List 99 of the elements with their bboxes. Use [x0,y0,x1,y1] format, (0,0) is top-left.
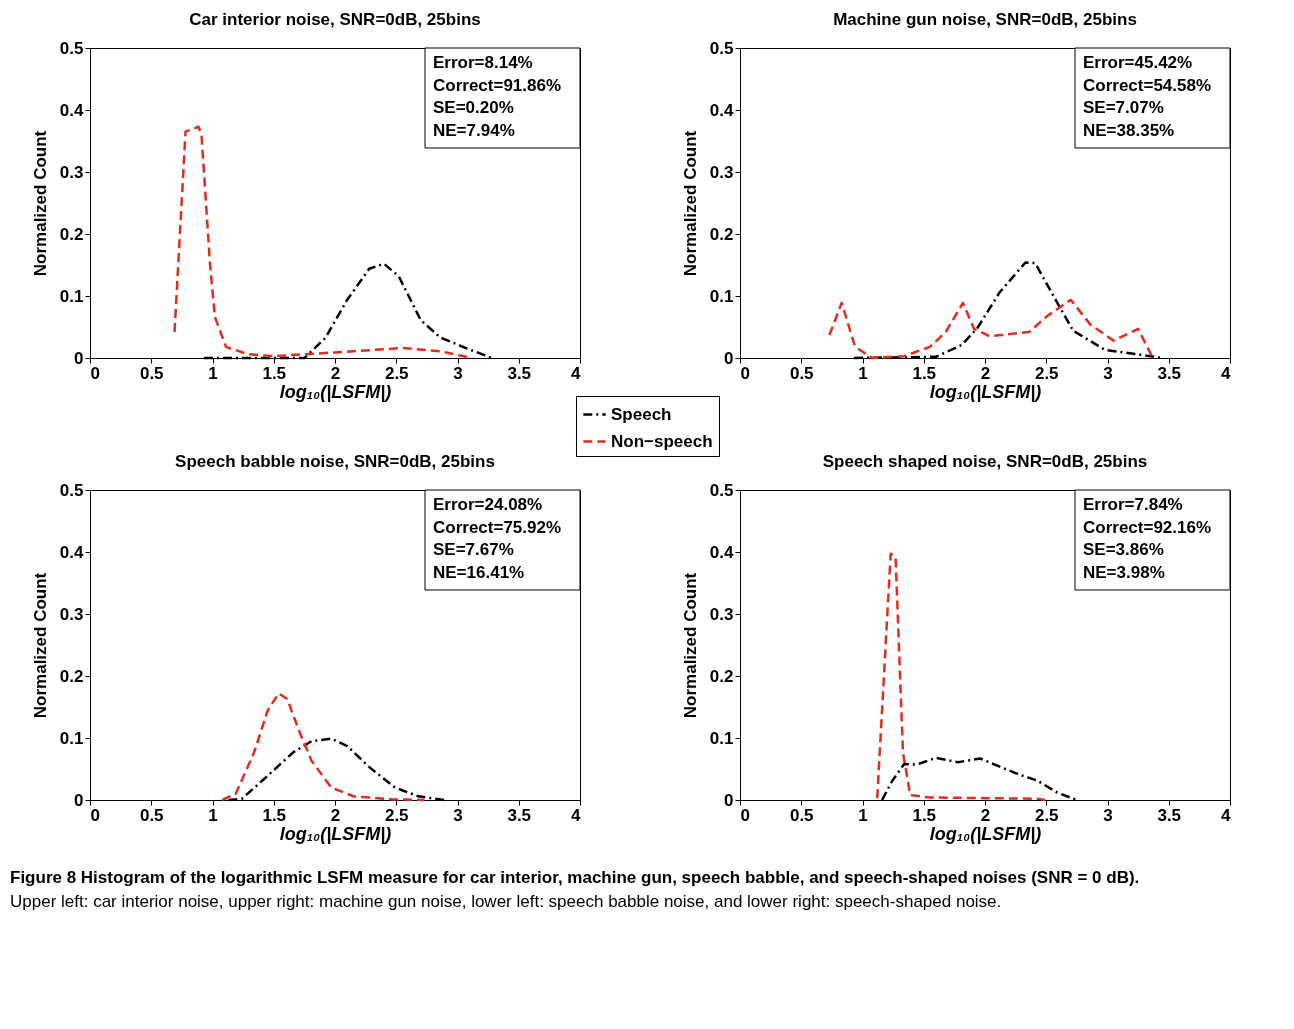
x-tick-label: 1 [208,363,218,383]
y-tick-label: 0.2 [59,224,84,244]
annotation: Correct=54.58% [1083,75,1212,95]
x-tick-label: 3.5 [1157,805,1182,825]
x-tick-label: 3 [1103,363,1113,383]
x-tick-label: 0 [740,363,750,383]
annotation: SE=3.86% [1083,540,1164,559]
x-tick-label: 3.5 [507,363,532,383]
annotation: Correct=91.86% [433,75,562,95]
annotation: Correct=75.92% [433,517,562,537]
chart-title: Machine gun noise, SNR=0dB, 25bins [833,10,1137,29]
y-tick-label: 0.5 [709,38,734,58]
x-tick-label: 1 [858,805,868,825]
chart-title: Speech babble noise, SNR=0dB, 25bins [175,452,495,471]
y-tick-label: 0.2 [59,666,84,686]
y-tick-label: 0 [724,348,734,368]
annotation: SE=7.67% [433,540,514,559]
annotation: Error=24.08% [433,495,543,514]
y-tick-label: 0.1 [59,728,84,748]
x-tick-label: 3.5 [507,805,532,825]
line-series [875,552,1047,802]
y-tick-label: 0.1 [59,286,84,306]
caption: Figure 8 Histogram of the logarithmic LSFM measure for car interior, machine gun, speech babble, and speech-shaped noises (SNR = 0 dB). [10,868,1140,887]
y-axis-title: Normalized Count [30,130,50,277]
y-tick-label: 0.5 [709,480,734,500]
line-series [221,692,426,802]
x-tick-label: 0.5 [789,363,814,383]
annotation: Error=45.42% [1083,53,1193,72]
annotation: SE=7.07% [1083,98,1164,117]
annotation: NE=16.41% [433,562,525,582]
x-tick-label: 1.5 [262,363,287,383]
x-tick-label: 3 [453,805,463,825]
x-tick-label: 2.5 [384,363,409,383]
x-tick-label: 0 [90,363,100,383]
x-tick-label: 0 [90,805,100,825]
x-tick-label: 3 [453,363,463,383]
x-tick-label: 0.5 [139,805,164,825]
x-axis-title: log₁₀(|LSFM|) [279,381,392,402]
chart-title: Car interior noise, SNR=0dB, 25bins [189,10,481,29]
y-tick-label: 0.3 [59,604,84,624]
x-tick-label: 1 [858,363,868,383]
annotation: SE=0.20% [433,98,514,117]
x-tick-label: 2.5 [1034,805,1059,825]
annotation: Error=7.84% [1083,495,1183,514]
y-tick-label: 0.1 [709,286,734,306]
line-series [227,737,446,802]
annotation: Error=8.14% [433,53,533,72]
y-tick-label: 0.3 [709,162,734,182]
x-tick-label: 0.5 [139,363,164,383]
x-tick-label: 2 [330,363,341,383]
y-tick-label: 0 [74,348,84,368]
annotation: NE=3.98% [1083,562,1165,582]
y-tick-label: 0.3 [59,162,84,182]
x-tick-label: 4 [1221,805,1232,825]
x-axis-title: log₁₀(|LSFM|) [929,381,1042,402]
x-tick-label: 3.5 [1157,363,1182,383]
y-axis-title: Normalized Count [680,130,700,277]
x-axis-title: log₁₀(|LSFM|) [929,823,1042,844]
x-tick-label: 1.5 [912,363,937,383]
y-tick-label: 0.4 [59,542,85,562]
x-tick-label: 2 [330,805,341,825]
y-tick-label: 0.2 [709,224,734,244]
x-tick-label: 2.5 [384,805,409,825]
y-axis-title: Normalized Count [30,572,50,719]
y-tick-label: 0 [74,790,84,810]
line-series [880,756,1079,802]
x-tick-label: 3 [1103,805,1113,825]
y-tick-label: 0.1 [709,728,734,748]
legend-label: Non−speech [611,431,713,451]
line-series [202,262,494,360]
x-tick-label: 4 [571,363,582,383]
annotation: NE=7.94% [433,120,515,140]
legend-label: Speech [611,404,672,424]
x-tick-label: 1 [208,805,218,825]
y-tick-label: 0.3 [709,604,734,624]
y-tick-label: 0.4 [709,542,735,562]
x-tick-label: 1.5 [262,805,287,825]
annotation: NE=38.35% [1083,120,1175,140]
text: Upper left: car interior noise, upper right: machine gun noise, lower left: speech babble noise, and lower right: speech-shaped noise. [10,892,1002,911]
chart-title: Speech shaped noise, SNR=0dB, 25bins [822,452,1148,471]
x-tick-label: 2 [980,363,991,383]
y-tick-label: 0.4 [59,100,85,120]
x-tick-label: 0 [740,805,750,825]
x-tick-label: 0.5 [789,805,814,825]
annotation: Correct=92.16% [1083,517,1212,537]
y-axis-title: Normalized Count [680,572,700,719]
x-tick-label: 4 [571,805,582,825]
y-tick-label: 0.5 [59,480,84,500]
x-tick-label: 1.5 [912,805,937,825]
x-tick-label: 2 [980,805,991,825]
line-series [828,298,1153,360]
y-tick-label: 0.2 [709,666,734,686]
y-tick-label: 0.4 [709,100,735,120]
y-tick-label: 0 [724,790,734,810]
x-axis-title: log₁₀(|LSFM|) [279,823,392,844]
y-tick-label: 0.5 [59,38,84,58]
line-series [852,261,1163,360]
x-tick-label: 2.5 [1034,363,1059,383]
x-tick-label: 4 [1221,363,1232,383]
